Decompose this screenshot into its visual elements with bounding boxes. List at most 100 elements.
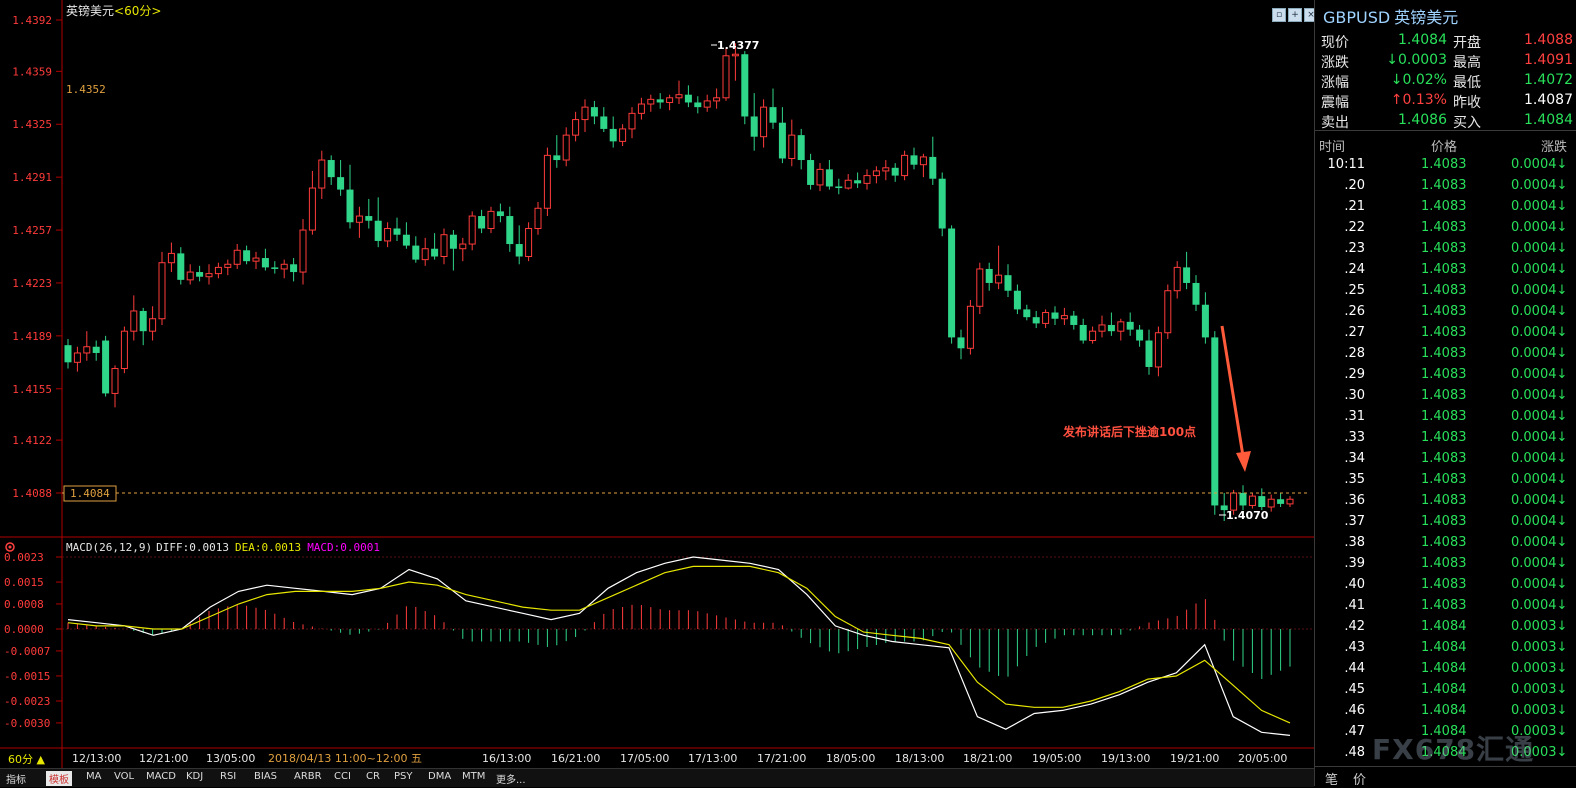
tab-item[interactable]: CR	[366, 771, 380, 782]
candle	[872, 166, 880, 184]
candle	[111, 365, 119, 408]
time-tick-label: 16/21:00	[551, 752, 600, 765]
tab-item[interactable]: ARBR	[294, 771, 322, 782]
tick-price: 1.4084	[1421, 724, 1467, 739]
tick-change: 0.0003↓	[1511, 703, 1568, 718]
candle-body-down	[1004, 275, 1012, 291]
tick-price: 1.4083	[1421, 304, 1467, 319]
dea-line	[67, 565, 1291, 724]
candle-body-up	[581, 106, 589, 121]
tab-item[interactable]: BIAS	[254, 771, 277, 782]
time-tick-label: 19/21:00	[1170, 752, 1219, 765]
candle	[722, 48, 730, 101]
candle	[205, 264, 213, 285]
candle-body-up	[1154, 332, 1162, 368]
candle	[412, 236, 420, 263]
tick-change: 0.0004↓	[1511, 430, 1568, 445]
tick-change: 0.0004↓	[1511, 283, 1568, 298]
time-tick-label: 12/13:00	[72, 752, 121, 765]
candle-body-up	[468, 215, 476, 245]
tab-item[interactable]: MTM	[462, 771, 486, 782]
period-button[interactable]: 60分 ▲	[8, 753, 45, 766]
candle	[891, 163, 899, 182]
chart-title: 英镑美元<60分>	[66, 3, 161, 18]
price-tick-label: 1.4257	[12, 224, 52, 237]
candle-body-up	[619, 128, 627, 142]
tick-price: 1.4083	[1421, 157, 1467, 172]
candle-body-down	[261, 258, 269, 268]
tab-item[interactable]: KDJ	[186, 771, 204, 782]
tick-change: 0.0004↓	[1511, 514, 1568, 529]
tab-item[interactable]: CCI	[334, 771, 351, 782]
candle	[995, 245, 1003, 290]
candle-body-down	[609, 128, 617, 142]
candle-body-up	[440, 234, 448, 257]
time-tick-label: 19/05:00	[1032, 752, 1081, 765]
tab-template[interactable]: 模板	[46, 771, 72, 786]
candle-body-up	[844, 179, 852, 189]
candle-body-up	[863, 175, 871, 184]
candle	[957, 329, 965, 360]
tab-item[interactable]: VOL	[114, 771, 135, 782]
macd-settings-icon[interactable]	[5, 542, 15, 552]
candle-body-up	[637, 103, 645, 114]
candle-body-up	[901, 154, 909, 177]
candle	[863, 169, 871, 190]
tick-change: 0.0004↓	[1511, 304, 1568, 319]
tab-item[interactable]: DMA	[428, 771, 452, 782]
zoom-icon[interactable]: +	[1288, 8, 1302, 22]
tick-time: 10:11	[1327, 157, 1365, 172]
price-tick-label: 1.4189	[12, 330, 52, 343]
tick-row: .36 1.4083 0.0004↓	[1315, 490, 1576, 511]
candle-body-down	[1051, 312, 1059, 319]
candle-body-down	[1220, 505, 1228, 511]
tab-item[interactable]: 更多...	[496, 775, 526, 786]
quote-title: GBPUSD 英镑美元	[1323, 4, 1458, 28]
candle-body-down	[506, 216, 514, 245]
macd-tick-label: 0.0000	[4, 623, 44, 636]
candle-body-down	[1258, 496, 1266, 508]
quote-value: 1.4084	[1524, 112, 1573, 128]
candle	[609, 116, 617, 148]
candle	[233, 244, 241, 269]
candle-body-up	[760, 106, 768, 138]
candle	[1042, 309, 1050, 329]
candle-body-up	[384, 227, 392, 242]
candle	[1098, 315, 1106, 338]
quote-label: 昨收	[1453, 95, 1481, 111]
tab-item[interactable]: RSI	[220, 771, 237, 782]
quote-value: 1.4084	[1398, 32, 1447, 48]
candle	[449, 230, 457, 271]
candle	[1192, 275, 1200, 311]
candle	[130, 295, 138, 341]
tick-price: 1.4083	[1421, 493, 1467, 508]
quote-label: 买入	[1453, 115, 1481, 131]
tab-item[interactable]: MA	[86, 771, 102, 782]
tab-item[interactable]: MACD	[146, 771, 176, 782]
annotation-arrow	[1220, 325, 1245, 457]
candle	[290, 258, 298, 282]
candle	[797, 128, 805, 170]
tick-change: 0.0003↓	[1511, 619, 1568, 634]
tick-change: 0.0004↓	[1511, 220, 1568, 235]
diff-line	[67, 556, 1291, 736]
candle-body-up	[1164, 290, 1172, 334]
candle-body-up	[882, 167, 890, 172]
tick-time: .21	[1344, 199, 1365, 214]
candle-body-down	[393, 228, 401, 235]
candle-body-up	[1098, 324, 1106, 332]
candle	[713, 88, 721, 109]
tick-price: 1.4083	[1421, 514, 1467, 529]
restore-icon[interactable]: ▫	[1272, 8, 1286, 22]
tick-footer-count: 笔	[1325, 773, 1339, 788]
quote-value: ↓0.0003	[1386, 52, 1447, 68]
candle-body-down	[327, 160, 335, 178]
candle-body-down	[1277, 499, 1285, 504]
tab-item[interactable]: PSY	[394, 771, 413, 782]
candle	[581, 99, 589, 133]
tab-indicator[interactable]: 指标	[6, 775, 26, 786]
candle-body-down	[139, 310, 147, 332]
candle-body-up	[713, 97, 721, 102]
candle	[600, 107, 608, 133]
tick-time: .39	[1344, 556, 1365, 571]
